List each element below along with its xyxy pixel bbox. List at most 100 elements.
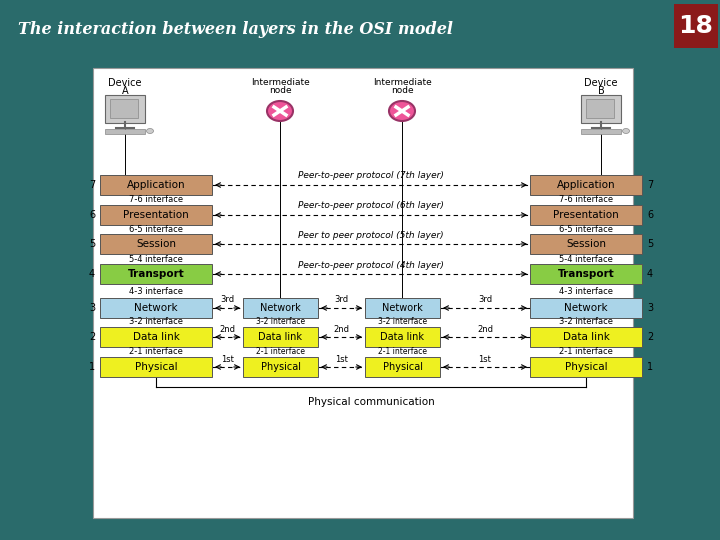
Text: Physical communication: Physical communication: [307, 397, 434, 407]
Text: 2: 2: [89, 332, 95, 342]
Text: 18: 18: [678, 14, 714, 38]
Text: Peer-to-peer protocol (7th layer): Peer-to-peer protocol (7th layer): [298, 172, 444, 180]
Text: Physical: Physical: [564, 362, 607, 372]
Text: 2-1 interface: 2-1 interface: [129, 348, 183, 356]
FancyBboxPatch shape: [100, 264, 212, 284]
Text: 1st: 1st: [221, 354, 234, 363]
Text: 5: 5: [647, 239, 653, 249]
FancyBboxPatch shape: [105, 95, 145, 123]
Text: Physical: Physical: [382, 362, 423, 372]
Text: 3-2 interface: 3-2 interface: [129, 318, 183, 327]
Text: Application: Application: [557, 180, 616, 190]
Text: Network: Network: [260, 303, 301, 313]
Text: 6: 6: [89, 210, 95, 220]
Text: The interaction between layers in the OSI model: The interaction between layers in the OS…: [18, 22, 453, 38]
Text: Network: Network: [134, 303, 178, 313]
FancyBboxPatch shape: [581, 129, 621, 134]
FancyBboxPatch shape: [93, 68, 633, 518]
Text: Peer to peer protocol (5th layer): Peer to peer protocol (5th layer): [298, 231, 444, 240]
Text: 7: 7: [89, 180, 95, 190]
Text: 2nd: 2nd: [220, 325, 235, 334]
FancyBboxPatch shape: [105, 129, 145, 134]
FancyBboxPatch shape: [365, 327, 440, 347]
FancyBboxPatch shape: [100, 327, 212, 347]
Text: 6: 6: [647, 210, 653, 220]
FancyBboxPatch shape: [365, 357, 440, 377]
Text: Network: Network: [564, 303, 608, 313]
Text: 7-6 interface: 7-6 interface: [129, 195, 183, 205]
Ellipse shape: [267, 101, 293, 121]
Text: 4: 4: [647, 269, 653, 279]
FancyBboxPatch shape: [530, 264, 642, 284]
FancyBboxPatch shape: [100, 175, 212, 195]
Text: node: node: [391, 86, 413, 95]
Text: 3rd: 3rd: [478, 295, 492, 305]
Text: 2nd: 2nd: [477, 325, 493, 334]
Text: Transport: Transport: [557, 269, 614, 279]
Text: Data link: Data link: [132, 332, 179, 342]
Text: 5-4 interface: 5-4 interface: [559, 254, 613, 264]
Text: 2-1 interface: 2-1 interface: [378, 348, 427, 356]
Text: Network: Network: [382, 303, 423, 313]
Text: 3: 3: [647, 303, 653, 313]
Text: 2: 2: [647, 332, 653, 342]
FancyBboxPatch shape: [100, 234, 212, 254]
FancyBboxPatch shape: [530, 298, 642, 318]
Text: 7: 7: [647, 180, 653, 190]
Text: 2-1 interface: 2-1 interface: [256, 348, 305, 356]
Text: B: B: [598, 86, 604, 96]
Ellipse shape: [389, 101, 415, 121]
FancyBboxPatch shape: [243, 357, 318, 377]
Ellipse shape: [623, 129, 629, 133]
Text: 5: 5: [89, 239, 95, 249]
FancyBboxPatch shape: [110, 99, 138, 118]
FancyBboxPatch shape: [365, 298, 440, 318]
Text: Presentation: Presentation: [553, 210, 619, 220]
Text: A: A: [122, 86, 128, 96]
Text: 3-2 interface: 3-2 interface: [256, 318, 305, 327]
Text: Presentation: Presentation: [123, 210, 189, 220]
Text: Intermediate: Intermediate: [373, 78, 431, 87]
Text: 3rd: 3rd: [334, 295, 348, 305]
FancyBboxPatch shape: [530, 327, 642, 347]
Text: Physical: Physical: [135, 362, 177, 372]
FancyBboxPatch shape: [100, 205, 212, 225]
FancyBboxPatch shape: [530, 234, 642, 254]
Text: 3rd: 3rd: [220, 295, 235, 305]
Text: Session: Session: [136, 239, 176, 249]
Text: Device: Device: [108, 78, 142, 88]
Text: 1st: 1st: [479, 354, 492, 363]
Text: 2nd: 2nd: [333, 325, 349, 334]
Text: Data link: Data link: [258, 332, 302, 342]
Text: Transport: Transport: [127, 269, 184, 279]
Text: 4-3 interface: 4-3 interface: [129, 287, 183, 295]
Text: 3-2 interface: 3-2 interface: [559, 318, 613, 327]
Text: Application: Application: [127, 180, 185, 190]
FancyBboxPatch shape: [100, 298, 212, 318]
Text: Physical: Physical: [261, 362, 300, 372]
Text: Data link: Data link: [380, 332, 425, 342]
FancyBboxPatch shape: [530, 357, 642, 377]
Text: node: node: [269, 86, 292, 95]
Text: 1: 1: [89, 362, 95, 372]
Text: 3-2 interface: 3-2 interface: [378, 318, 427, 327]
Ellipse shape: [146, 129, 153, 133]
Text: 7-6 interface: 7-6 interface: [559, 195, 613, 205]
Text: 2-1 interface: 2-1 interface: [559, 348, 613, 356]
Text: 6-5 interface: 6-5 interface: [129, 226, 183, 234]
FancyBboxPatch shape: [100, 357, 212, 377]
Text: 4: 4: [89, 269, 95, 279]
Text: 1: 1: [647, 362, 653, 372]
Text: Peer-to-peer protocol (4th layer): Peer-to-peer protocol (4th layer): [298, 260, 444, 269]
FancyBboxPatch shape: [530, 205, 642, 225]
Text: 4-3 interface: 4-3 interface: [559, 287, 613, 295]
Text: Peer-to-peer protocol (6th layer): Peer-to-peer protocol (6th layer): [298, 201, 444, 211]
FancyBboxPatch shape: [243, 327, 318, 347]
FancyBboxPatch shape: [581, 95, 621, 123]
Text: Data link: Data link: [562, 332, 609, 342]
Text: 5-4 interface: 5-4 interface: [129, 254, 183, 264]
Text: 6-5 interface: 6-5 interface: [559, 226, 613, 234]
FancyBboxPatch shape: [674, 4, 718, 48]
Text: 3: 3: [89, 303, 95, 313]
Ellipse shape: [267, 110, 293, 118]
